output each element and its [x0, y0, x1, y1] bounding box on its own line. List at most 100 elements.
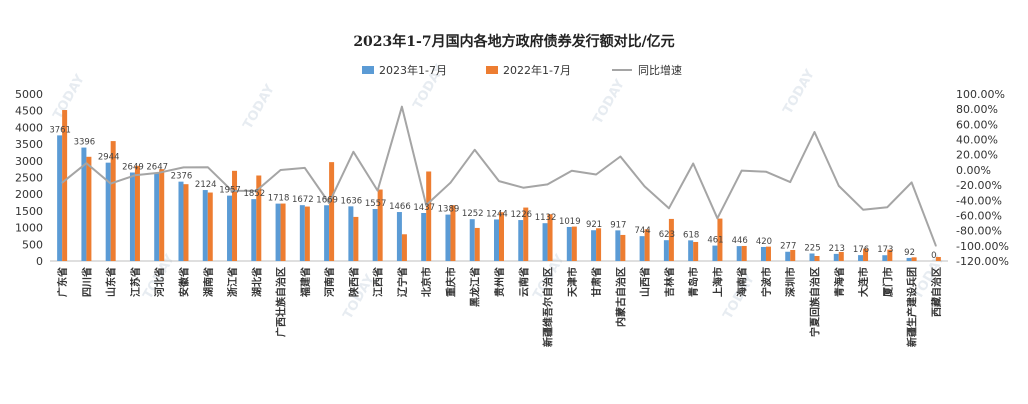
data-label-2023: 176: [853, 245, 869, 255]
watermark-text: TODAY: [590, 77, 628, 127]
y-left-tick-label: 500: [22, 238, 43, 251]
bar-2022: [620, 234, 626, 261]
category-label: 青海省: [833, 267, 846, 297]
y-left-tick-label: 1500: [15, 205, 43, 218]
bar-2022: [887, 249, 893, 261]
bar-2022: [134, 165, 140, 261]
bar-2022: [256, 175, 262, 261]
y-right-tick-label: 0.00%: [956, 164, 991, 177]
bar-2022: [644, 229, 650, 261]
y-left-tick-label: 3000: [15, 155, 43, 168]
bar-2022: [377, 189, 383, 261]
bar-2022: [353, 216, 359, 261]
bar-2022: [911, 257, 917, 261]
growth-rate-point: [692, 162, 694, 165]
bar-2023: [178, 181, 184, 261]
category-label: 湖南省: [202, 267, 215, 297]
bar-2023: [736, 246, 742, 261]
y-right-tick-label: 20.00%: [956, 149, 998, 162]
bar-2023: [445, 214, 451, 261]
category-label: 福建省: [299, 267, 312, 298]
data-label-2023: 0: [931, 251, 936, 261]
data-label-2023: 744: [635, 226, 651, 236]
category-label: 山西省: [639, 267, 652, 297]
category-label: 四川省: [80, 267, 93, 297]
data-label-2023: 1132: [535, 213, 557, 223]
growth-rate-point: [206, 166, 209, 168]
data-label-2023: 213: [829, 244, 845, 254]
bar-2023: [688, 240, 694, 261]
growth-rate-point: [401, 105, 403, 108]
growth-rate-point: [619, 155, 622, 158]
bar-2022: [426, 171, 432, 261]
bar-2022: [547, 214, 553, 261]
growth-rate-point: [134, 174, 136, 177]
data-label-2023: 2944: [98, 153, 120, 163]
growth-rate-point: [498, 180, 500, 182]
legend-swatch: [486, 66, 498, 74]
legend-label: 2023年1-7月: [379, 63, 447, 77]
category-label: 海南省: [736, 267, 749, 297]
growth-rate-point: [522, 186, 525, 189]
category-label: 上海市: [711, 267, 724, 297]
bar-2023: [858, 255, 864, 261]
bar-2022: [765, 246, 771, 261]
growth-rate-point: [231, 189, 233, 192]
data-label-2023: 420: [756, 237, 772, 247]
bar-2023: [566, 226, 572, 261]
bar-2023: [421, 213, 427, 261]
y-right-tick-label: -100.00%: [956, 240, 1009, 253]
data-label-2023: 92: [904, 248, 915, 258]
category-label: 内蒙古自治区: [614, 267, 627, 327]
data-label-2023: 3761: [49, 125, 71, 135]
category-label: 云南省: [517, 267, 530, 297]
bar-2023: [299, 205, 305, 261]
category-label: 广东省: [56, 267, 69, 297]
category-label: 厦门市: [881, 267, 894, 297]
data-label-2023: 1852: [243, 189, 265, 199]
y-left-tick-label: 2000: [15, 188, 43, 201]
bar-2023: [712, 245, 718, 261]
growth-rate-point: [546, 183, 549, 186]
growth-rate-point: [255, 190, 258, 192]
category-label: 重庆市: [444, 267, 457, 297]
data-label-2023: 173: [877, 245, 893, 255]
y-right-tick-label: -80.00%: [956, 225, 1002, 238]
y-left-tick-label: 1000: [15, 222, 43, 235]
bar-2023: [809, 253, 815, 261]
bar-2023: [129, 172, 135, 261]
category-label: 湖北省: [250, 267, 263, 297]
data-label-2023: 3396: [74, 138, 96, 148]
growth-line-layer: [61, 105, 937, 247]
category-label: 广西壮族自治区: [275, 267, 288, 337]
category-label: 深圳市: [784, 267, 797, 297]
category-label: 青岛市: [687, 267, 700, 297]
data-label-2023: 1557: [365, 199, 387, 209]
bar-2023: [251, 199, 257, 261]
y-right-tick-label: -120.00%: [956, 255, 1009, 268]
legend: 2023年1-7月 2022年1-7月 同比增速: [362, 63, 682, 77]
data-label-2023: 277: [780, 242, 796, 252]
category-label: 黑龙江省: [469, 267, 482, 307]
bar-2022: [280, 203, 286, 261]
bar-2023: [275, 203, 281, 261]
growth-rate-point: [716, 217, 719, 220]
category-label: 安徽省: [177, 267, 190, 297]
bar-2023: [372, 208, 378, 261]
bar-2023: [542, 223, 548, 261]
bar-2023: [105, 162, 111, 261]
category-label: 河北省: [153, 267, 166, 297]
category-label: 大连市: [857, 267, 870, 297]
bar-2023: [494, 219, 499, 261]
bar-2023: [324, 205, 330, 261]
bar-2022: [717, 218, 723, 261]
bar-2023: [639, 236, 645, 261]
bar-2023: [227, 195, 233, 261]
bar-2023: [348, 206, 354, 261]
bar-2023: [81, 147, 87, 261]
category-labels-layer: 广东省 四川省 山东省 江苏省 河北省 安徽省 湖南省 浙江省 湖北省 广西壮族自治区 福建省 河南省…: [56, 267, 943, 347]
data-label-2023: 921: [586, 220, 602, 230]
y-right-tick-label: -60.00%: [956, 209, 1002, 222]
bar-2022: [159, 169, 165, 261]
legend-swatch: [362, 66, 374, 74]
